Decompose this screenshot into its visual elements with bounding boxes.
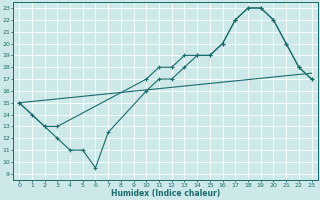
X-axis label: Humidex (Indice chaleur): Humidex (Indice chaleur) [111, 189, 220, 198]
